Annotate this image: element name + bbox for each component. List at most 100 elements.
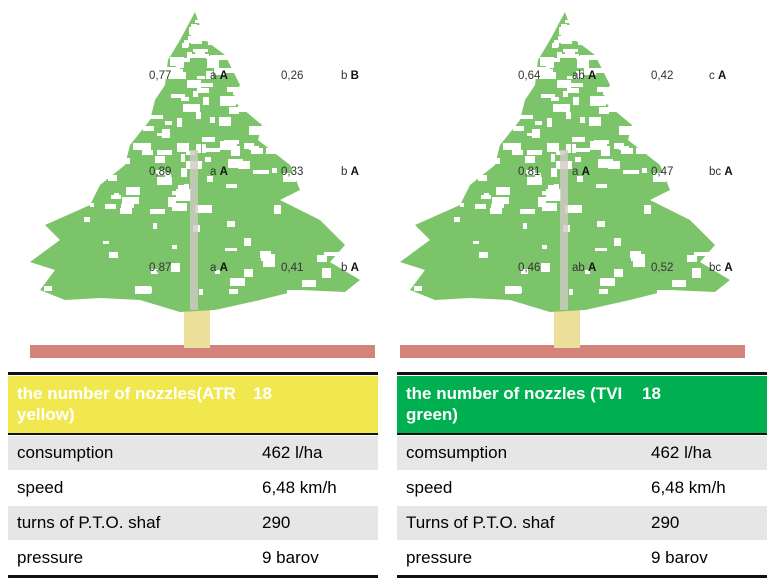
canopy-gap bbox=[122, 158, 130, 164]
canopy-gap bbox=[527, 133, 536, 136]
canopy-gap bbox=[572, 32, 590, 36]
canopy-gap bbox=[576, 71, 583, 79]
row-value: 9 barov bbox=[262, 548, 319, 567]
canopy-gap bbox=[156, 170, 165, 175]
canopy-gap bbox=[547, 143, 559, 152]
canopy-gap bbox=[208, 42, 213, 45]
canopy-gap bbox=[181, 97, 189, 101]
canopy-gap bbox=[523, 223, 527, 229]
letter-capital: A bbox=[724, 166, 733, 178]
canopy-gap bbox=[287, 290, 304, 295]
canopy-gap bbox=[193, 91, 198, 97]
canopy-gap bbox=[577, 176, 583, 182]
significance-2: bc A bbox=[709, 166, 733, 178]
canopy-gap bbox=[512, 150, 523, 155]
letter-small: a bbox=[572, 166, 579, 178]
canopy-gap bbox=[540, 57, 554, 66]
canopy-gap bbox=[251, 148, 263, 154]
canopy-gap bbox=[527, 150, 542, 155]
canopy-gap bbox=[692, 268, 701, 278]
ground bbox=[400, 345, 745, 358]
letter-capital: A bbox=[581, 166, 590, 178]
canopy-gap bbox=[633, 258, 645, 267]
value-label: 0,87 bbox=[149, 262, 172, 274]
canopy-gap bbox=[589, 117, 601, 126]
canopy-gap bbox=[195, 205, 212, 213]
canopy-gap bbox=[105, 204, 116, 209]
canopy-gap bbox=[226, 184, 237, 188]
canopy-gap bbox=[238, 106, 250, 112]
canopy-gap bbox=[558, 36, 569, 43]
canopy-gap bbox=[478, 175, 487, 181]
canopy-gap bbox=[551, 192, 561, 201]
canopy-gap bbox=[90, 203, 94, 207]
canopy-gap bbox=[596, 68, 606, 73]
canopy-gap bbox=[197, 76, 205, 79]
canopy-gap bbox=[135, 286, 151, 294]
canopy-gap bbox=[608, 95, 612, 101]
canopy-gap bbox=[614, 269, 623, 277]
canopy-gap bbox=[598, 159, 613, 168]
row-value: 9 barov bbox=[651, 548, 708, 567]
canopy-gap bbox=[563, 49, 578, 52]
canopy-gap bbox=[573, 148, 590, 152]
canopy-gap bbox=[229, 107, 239, 114]
letter-small: b bbox=[341, 166, 348, 178]
canopy-gap bbox=[542, 245, 547, 249]
table-row: comsumption 462 l/ha bbox=[397, 435, 767, 470]
row-value: 462 l/ha bbox=[651, 443, 712, 462]
canopy-gap bbox=[642, 168, 647, 173]
canopy-gap bbox=[150, 209, 165, 214]
canopy-gap bbox=[108, 175, 117, 181]
canopy-gap bbox=[151, 269, 158, 274]
value-2: 0,42 bbox=[651, 70, 673, 82]
canopy-gap bbox=[155, 156, 165, 163]
canopy-gap bbox=[631, 254, 645, 261]
tree-illustration-tvi: 0,64 ab A 0,42 c A 0,81 a A 0,47 bc A 0,46 ab A 0,… bbox=[370, 0, 750, 362]
value-label: 0,89 bbox=[149, 166, 172, 178]
canopy-gap bbox=[172, 245, 177, 249]
letter-small: bc bbox=[709, 166, 722, 178]
letter-small: ab bbox=[572, 70, 585, 82]
row-value: 290 bbox=[262, 513, 291, 532]
canopy-gap bbox=[214, 68, 226, 75]
canopy-gap bbox=[599, 289, 608, 294]
significance-2: c A bbox=[709, 70, 726, 82]
tree-illustration-atr: 0,77 a A 0,26 b B 0,89 a A 0,33 b A 0,87 a A 0,41 b… bbox=[0, 0, 380, 362]
canopy-gap bbox=[202, 144, 206, 153]
canopy-gap bbox=[590, 141, 607, 150]
canopy-gap bbox=[191, 24, 197, 29]
significance-1: a A bbox=[210, 262, 228, 274]
canopy-gap bbox=[496, 187, 510, 195]
value-2: 0,52 bbox=[651, 262, 673, 274]
canopy-gap bbox=[201, 21, 214, 26]
canopy-gap bbox=[694, 252, 709, 256]
canopy-gap bbox=[553, 104, 570, 112]
canopy-gap bbox=[608, 106, 620, 112]
value-2: 0,33 bbox=[281, 166, 303, 178]
canopy-gap bbox=[608, 161, 620, 169]
canopy-gap bbox=[623, 170, 639, 174]
canopy-gap bbox=[183, 104, 200, 112]
tree-drawing bbox=[30, 12, 375, 358]
value-2: 0,47 bbox=[651, 166, 673, 178]
canopy-gap bbox=[162, 129, 170, 138]
canopy-gap bbox=[170, 57, 184, 66]
canopy-gap bbox=[220, 141, 237, 150]
parameters-table-tvi: the number of nozzles (TVI green) 18 comsu… bbox=[397, 372, 767, 578]
canopy-gap bbox=[203, 97, 209, 105]
canopy-gap bbox=[244, 269, 253, 277]
canopy-gap bbox=[244, 238, 251, 246]
canopy-gap bbox=[317, 291, 324, 295]
canopy-gap bbox=[567, 76, 575, 79]
value-1: 0,46 bbox=[518, 262, 540, 274]
canopy-gap bbox=[460, 203, 464, 207]
canopy-gap bbox=[177, 143, 189, 152]
canopy-gap bbox=[266, 148, 282, 154]
canopy-gap bbox=[205, 157, 211, 162]
canopy-gap bbox=[224, 140, 239, 144]
canopy-gap bbox=[165, 121, 172, 125]
canopy-gap bbox=[484, 193, 489, 198]
significance-1: a A bbox=[210, 70, 228, 82]
value-label: 0,41 bbox=[281, 262, 304, 274]
